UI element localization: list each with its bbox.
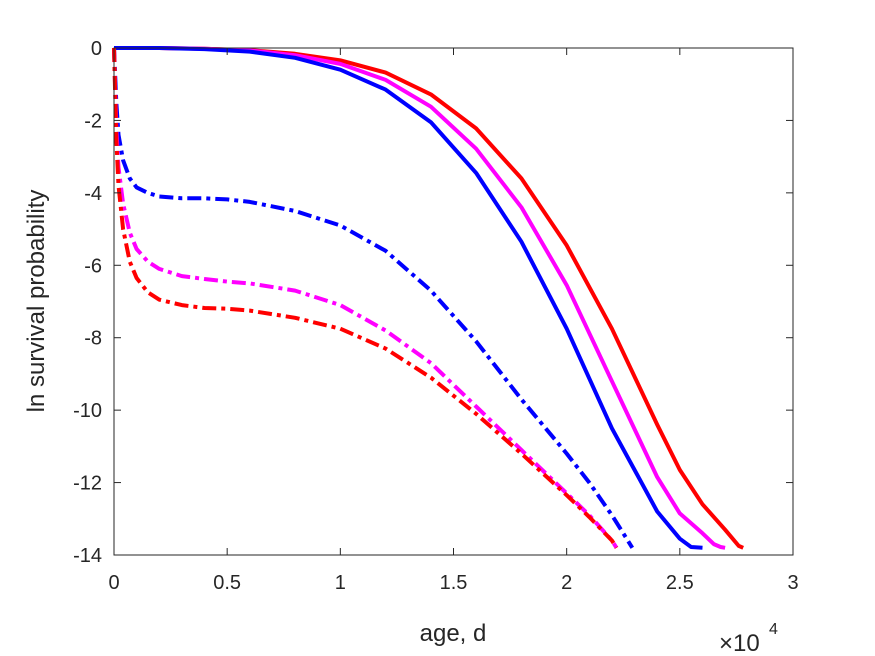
x-exponent-base: ×10	[719, 630, 760, 656]
x-tick-label: 0	[108, 572, 119, 594]
x-tick-label: 0.5	[213, 572, 241, 594]
y-tick-label: -12	[73, 473, 102, 495]
plot-area	[114, 48, 793, 555]
y-tick-label: -8	[84, 328, 102, 350]
series-line-5	[112, 47, 619, 549]
y-tick-label: -4	[84, 183, 102, 205]
y-axis-label: ln survival probability	[23, 190, 50, 413]
series-line-6	[112, 47, 619, 549]
series-line-4	[112, 47, 634, 549]
y-tick-label: -14	[73, 545, 102, 567]
x-tick-label: 2	[561, 572, 572, 594]
y-tick-label: -6	[84, 255, 102, 277]
x-tick-label: 1.5	[440, 572, 468, 594]
x-axis-label: age, d	[420, 620, 487, 647]
y-tick-label: -10	[73, 400, 102, 422]
x-axis-ticks: 0 0.5 1 1.5 2 2.5 3	[108, 48, 799, 594]
y-tick-label: 0	[91, 38, 102, 60]
x-tick-label: 1	[335, 572, 346, 594]
x-tick-label: 2.5	[666, 572, 694, 594]
y-tick-label: -2	[84, 110, 102, 132]
x-tick-label: 3	[787, 572, 798, 594]
x-exponent-label: ×10 4	[719, 621, 778, 656]
y-axis-ticks: 0 -2 -4 -6 -8 -10 -12 -14	[73, 38, 793, 567]
x-exponent-power: 4	[769, 621, 778, 638]
